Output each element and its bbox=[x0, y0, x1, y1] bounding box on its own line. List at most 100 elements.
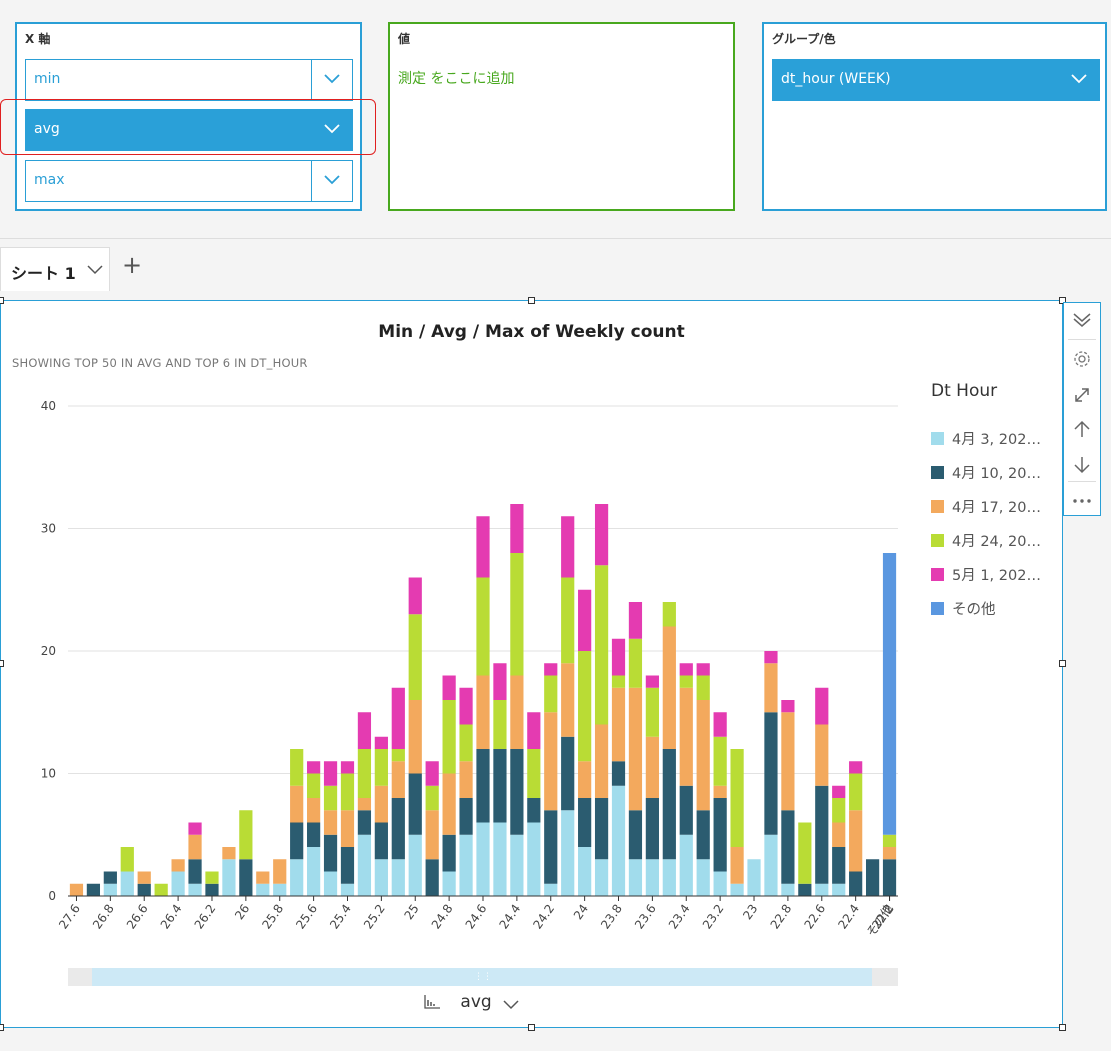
bar-segment bbox=[205, 883, 219, 896]
more-options-button[interactable] bbox=[1064, 483, 1100, 517]
bar-segment bbox=[476, 577, 490, 676]
bar-segment bbox=[882, 847, 897, 860]
bar-segment bbox=[747, 859, 761, 896]
bar-segment bbox=[815, 687, 829, 725]
bar-segment bbox=[222, 847, 236, 860]
x-tick-label: 25.6 bbox=[293, 902, 320, 932]
value-well-title: 値 bbox=[398, 32, 411, 46]
chevron-down-icon[interactable] bbox=[311, 60, 352, 100]
resize-handle-w[interactable] bbox=[0, 660, 4, 667]
y-tick-label: 20 bbox=[41, 644, 56, 658]
bar-segment bbox=[544, 883, 558, 896]
bar-segment bbox=[290, 859, 304, 896]
bar-segment bbox=[561, 663, 575, 737]
legend-item[interactable]: その他 bbox=[931, 598, 996, 619]
bar-segment bbox=[544, 712, 558, 811]
legend-label: 4月 24, 20… bbox=[952, 534, 1041, 550]
bar-segment bbox=[594, 724, 609, 798]
visual-title: Min / Avg / Max of Weekly count bbox=[378, 322, 685, 342]
bar-segment bbox=[764, 651, 778, 664]
resize-handle-nw[interactable] bbox=[0, 297, 4, 304]
chevron-down-icon[interactable] bbox=[1059, 60, 1099, 100]
bar-segment bbox=[425, 859, 439, 896]
bar-segment bbox=[594, 798, 609, 860]
x-axis-field-avg-label: avg bbox=[34, 121, 60, 137]
move-down-button[interactable] bbox=[1064, 447, 1100, 481]
bar-segment bbox=[340, 773, 355, 811]
resize-handle-sw[interactable] bbox=[0, 1024, 4, 1031]
bar-segment bbox=[290, 785, 304, 823]
legend-item[interactable]: 4月 17, 20… bbox=[931, 496, 1041, 517]
tab-sheet-1[interactable]: シート 1 bbox=[0, 247, 110, 291]
resize-handle-se[interactable] bbox=[1059, 1024, 1066, 1031]
bar-segment bbox=[442, 834, 456, 872]
chevron-down-icon bbox=[503, 1000, 519, 1010]
value-well-placeholder[interactable]: 測定 をここに追加 bbox=[398, 71, 515, 87]
bar-segment bbox=[882, 859, 897, 896]
bar-segment bbox=[340, 761, 355, 774]
legend-item[interactable]: 4月 3, 202… bbox=[931, 428, 1041, 449]
resize-handle-s[interactable] bbox=[528, 1024, 535, 1031]
bar-segment bbox=[662, 749, 676, 860]
bar-segment bbox=[256, 883, 270, 896]
x-tick-label: 22.8 bbox=[768, 902, 795, 932]
more-icon bbox=[1073, 499, 1091, 503]
legend-label: 4月 17, 20… bbox=[952, 500, 1041, 516]
chevron-down-icon[interactable] bbox=[312, 110, 352, 150]
expand-button[interactable] bbox=[1064, 377, 1100, 411]
chevron-down-icon[interactable] bbox=[311, 161, 352, 201]
bar-segment bbox=[713, 798, 727, 872]
bar-segment bbox=[696, 675, 710, 700]
bar-segment bbox=[561, 516, 575, 578]
legend-item[interactable]: 4月 24, 20… bbox=[931, 530, 1041, 551]
bar-segment bbox=[425, 785, 439, 811]
x-axis-field-min[interactable]: min bbox=[25, 59, 353, 101]
bar-segment bbox=[815, 724, 829, 786]
highlight-box bbox=[0, 99, 376, 155]
x-axis-field-avg[interactable]: avg bbox=[25, 109, 353, 151]
x-axis-well-title: X 軸 bbox=[25, 32, 51, 46]
bar-segment bbox=[815, 883, 829, 896]
resize-handle-n[interactable] bbox=[528, 297, 535, 304]
bar-segment bbox=[357, 712, 372, 749]
value-well[interactable]: 値 測定 をここに追加 bbox=[388, 22, 735, 211]
group-field[interactable]: dt_hour (WEEK) bbox=[772, 59, 1100, 101]
bar-segment bbox=[832, 822, 846, 847]
bar-segment bbox=[611, 687, 626, 762]
bar-segment bbox=[188, 883, 202, 896]
legend-swatch bbox=[931, 500, 944, 513]
add-sheet-button[interactable]: + bbox=[122, 251, 143, 279]
move-up-button[interactable] bbox=[1064, 411, 1100, 445]
x-tick-label: 25.2 bbox=[361, 902, 388, 932]
bar-segment bbox=[408, 834, 422, 896]
bar-segment bbox=[459, 798, 473, 835]
resize-handle-ne[interactable] bbox=[1059, 297, 1066, 304]
bar-segment bbox=[645, 736, 659, 798]
bar-segment bbox=[527, 712, 541, 749]
bar-segment bbox=[120, 847, 134, 872]
y-tick-label: 30 bbox=[41, 522, 56, 536]
bar-segment bbox=[781, 810, 795, 884]
bar-segment bbox=[137, 871, 151, 884]
bar-segment bbox=[832, 883, 846, 896]
x-tick-label: 24.6 bbox=[463, 902, 490, 932]
bar-segment bbox=[679, 687, 693, 786]
bar-segment bbox=[510, 834, 524, 896]
bar-segment bbox=[374, 822, 388, 860]
bar-segment bbox=[408, 577, 422, 615]
bar-segment bbox=[679, 834, 693, 896]
legend-item[interactable]: 4月 10, 20… bbox=[931, 462, 1041, 483]
bar-segment bbox=[493, 700, 507, 749]
chevron-down-icon[interactable] bbox=[87, 265, 103, 275]
chart-scrollbar-thumb[interactable] bbox=[92, 968, 872, 986]
legend-item[interactable]: 5月 1, 202… bbox=[931, 564, 1041, 585]
resize-handle-e[interactable] bbox=[1059, 660, 1066, 667]
bar-segment bbox=[713, 712, 727, 737]
x-axis-field-max[interactable]: max bbox=[25, 160, 353, 202]
bar-segment bbox=[781, 700, 795, 713]
bar-segment bbox=[849, 810, 863, 872]
bar-segment bbox=[849, 773, 863, 811]
field-selector[interactable]: avg bbox=[423, 992, 519, 1012]
settings-button[interactable] bbox=[1064, 341, 1100, 375]
collapse-button[interactable] bbox=[1064, 303, 1100, 337]
